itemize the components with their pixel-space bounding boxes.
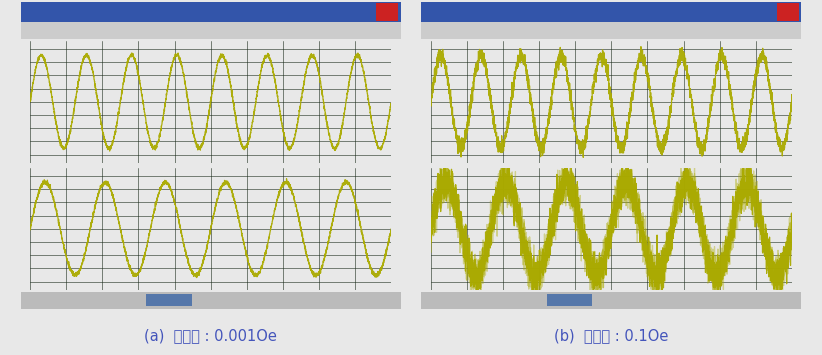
Bar: [422, 292, 801, 309]
Bar: [547, 294, 593, 306]
Bar: [422, 2, 801, 22]
Bar: [777, 3, 799, 21]
Bar: [21, 2, 401, 22]
Bar: [21, 22, 401, 39]
Bar: [422, 22, 801, 39]
Bar: [21, 292, 401, 309]
Bar: [146, 294, 192, 306]
Text: (a)  노이즈 : 0.001Oe: (a) 노이즈 : 0.001Oe: [144, 328, 277, 343]
Bar: [376, 3, 398, 21]
Text: (b)  노이즈 : 0.1Oe: (b) 노이즈 : 0.1Oe: [554, 328, 668, 343]
